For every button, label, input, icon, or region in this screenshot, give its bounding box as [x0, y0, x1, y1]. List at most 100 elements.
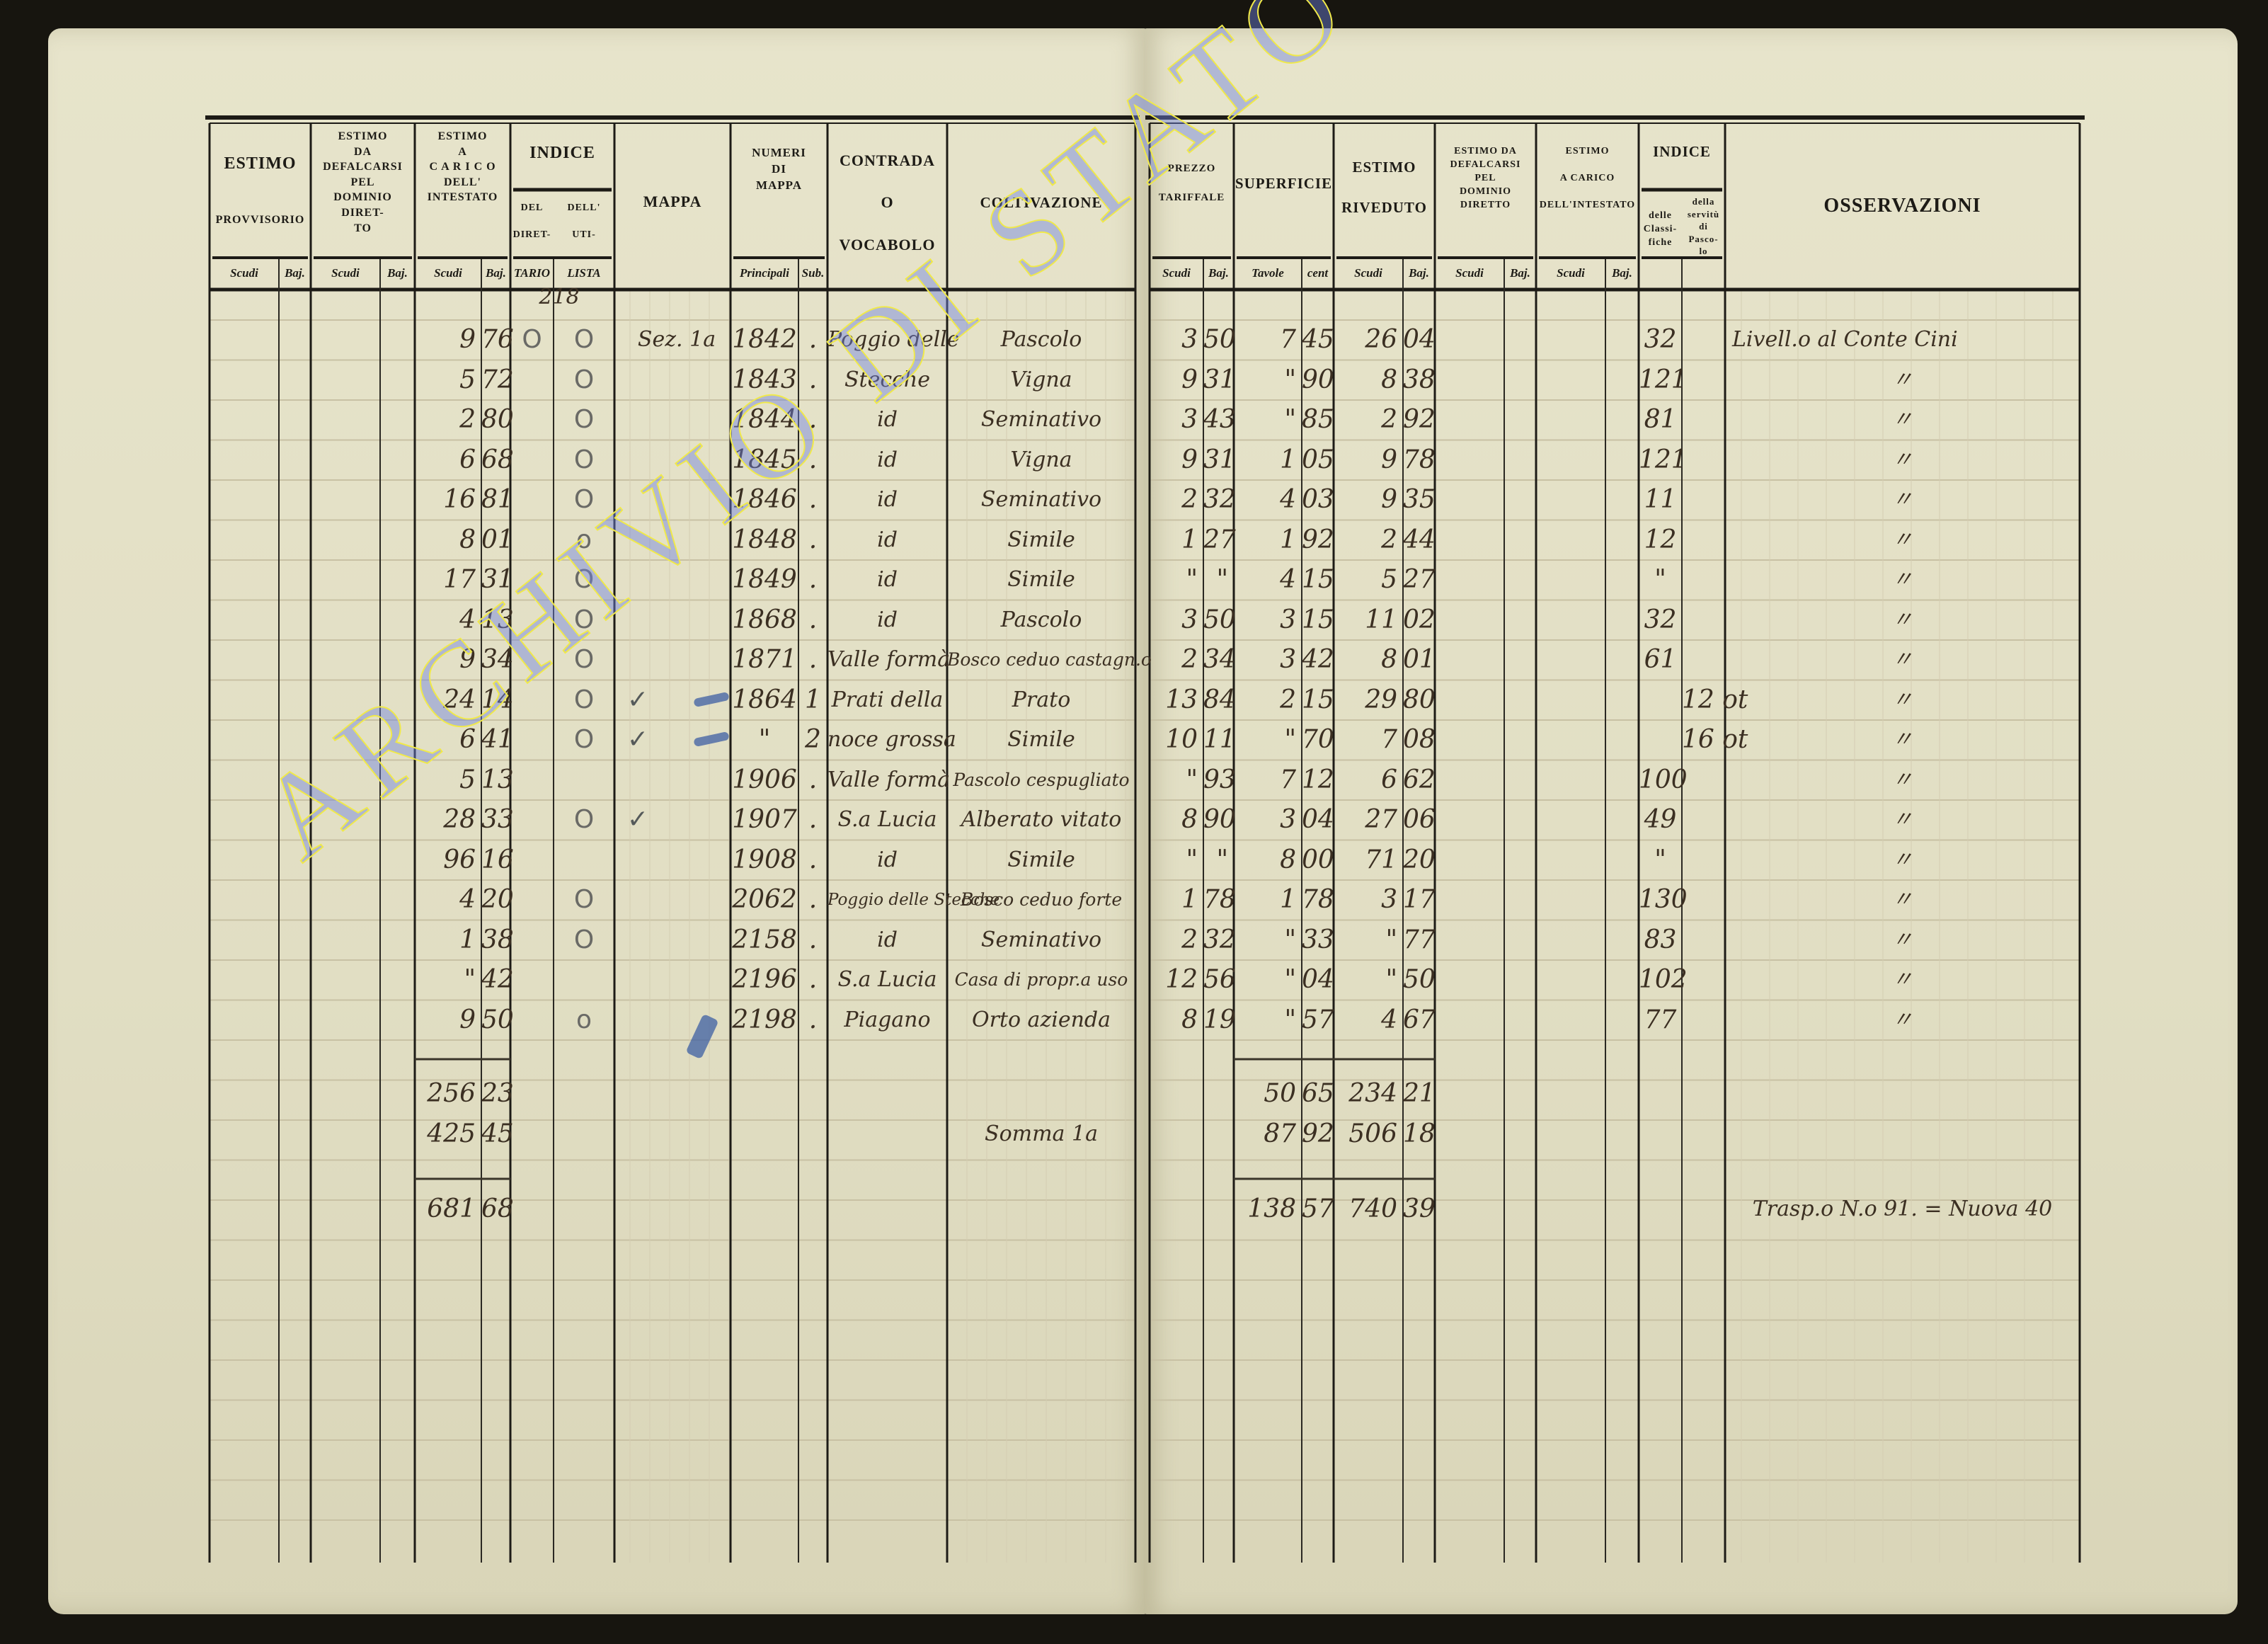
- cell-tavole: ": [1284, 965, 1296, 994]
- cell-prezzo-baj: 78: [1203, 885, 1236, 914]
- cell-prezzo-scudi: ": [1186, 765, 1198, 794]
- cell-coltivazione: Bosco ceduo forte: [960, 889, 1123, 910]
- cell-riveduto-baj: 17: [1403, 885, 1436, 914]
- cell-intestato-scudi: 9: [459, 1005, 476, 1034]
- cell-intestato-scudi: 1: [459, 925, 476, 954]
- cell-intestato-scudi: 17: [443, 565, 476, 594]
- cell-coltivazione: Simile: [1007, 567, 1075, 592]
- cell-sub: .: [808, 1005, 818, 1034]
- cell-osservazioni: 〃: [1891, 567, 1913, 592]
- cell-osservazioni: 〃: [1891, 807, 1913, 832]
- cell-contrada: id: [877, 487, 898, 512]
- subheader-scudi: Scudi: [1162, 266, 1191, 280]
- header-mappa: MAPPA: [643, 193, 702, 210]
- cell-intestato-baj: 68: [481, 445, 514, 474]
- cell-intestato-scudi: 16: [443, 485, 476, 514]
- cell-contrada: Prati della: [831, 687, 944, 712]
- cell-prezzo-scudi: 9: [1181, 365, 1198, 394]
- total-intestato-scudi: 256: [427, 1079, 476, 1108]
- cell-prezzo-baj: 19: [1203, 1005, 1236, 1034]
- subheader-scudi: Scudi: [1354, 266, 1382, 280]
- cell-contrada: Stecche: [844, 367, 931, 392]
- cell-riveduto-baj: 50: [1403, 965, 1436, 994]
- header-superficie: SUPERFICIE: [1235, 175, 1333, 192]
- header-estimo-defalcarsi: ESTIMO DA DEFALCARSI PEL DOMINIO DIRET- …: [323, 130, 403, 234]
- cell-riveduto-baj: 77: [1403, 925, 1436, 954]
- cell-cent: 45: [1302, 325, 1334, 354]
- cell-riveduto-scudi: 27: [1365, 805, 1397, 834]
- cell-coltivazione: Simile: [1007, 847, 1075, 872]
- cell-coltivazione: Alberato vitato: [961, 807, 1122, 832]
- cell-cent: 15: [1302, 565, 1334, 594]
- cell-dell-utilista: O: [573, 685, 595, 714]
- cell-osservazioni: 〃: [1891, 527, 1913, 552]
- cell-classifiche: ": [1654, 845, 1666, 874]
- cell-prezzo-scudi: ": [1186, 845, 1198, 874]
- cell-sub: .: [808, 845, 818, 874]
- cell-prezzo-scudi: 8: [1181, 805, 1198, 834]
- cell-coltivazione: Pascolo: [1000, 327, 1082, 352]
- cell-cent: 42: [1302, 645, 1334, 674]
- header-estimo-defalcarsi-right: ESTIMO DA DEFALCARSI PEL DOMINIO DIRETTO: [1450, 146, 1521, 210]
- cell-riveduto-scudi: 3: [1381, 885, 1397, 914]
- cell-dell-utilista: o: [575, 525, 592, 554]
- cell-prezzo-baj: 90: [1203, 805, 1236, 834]
- cell-osservazioni: 〃: [1891, 727, 1913, 752]
- cell-classifiche: ": [1654, 565, 1666, 594]
- cell-principale: 1868: [732, 605, 797, 634]
- cell-dell-utilista: O: [573, 405, 595, 434]
- subheader-lista: LISTA: [567, 266, 601, 280]
- cell-prezzo-baj: 27: [1203, 525, 1236, 554]
- subheader-tavole: Tavole: [1252, 266, 1284, 280]
- total-riveduto-baj: 39: [1403, 1194, 1436, 1223]
- cell-sub: 1: [805, 685, 821, 714]
- cell-tavole: ": [1284, 725, 1296, 754]
- cell-coltivazione: Simile: [1007, 727, 1075, 752]
- subheader-cent: cent: [1307, 266, 1329, 280]
- header-estimo-riveduto: ESTIMO RIVEDUTO: [1341, 159, 1427, 216]
- cell-principale: 1864: [732, 685, 797, 714]
- total-tavole: 87: [1264, 1119, 1296, 1148]
- cell-contrada: id: [877, 607, 898, 632]
- cell-intestato-baj: 20: [481, 885, 514, 914]
- cell-osservazioni: 〃: [1891, 967, 1913, 992]
- cell-intestato-baj: 13: [481, 605, 514, 634]
- cell-riveduto-baj: 20: [1403, 845, 1436, 874]
- cell-coltivazione: Bosco ceduo castagn.o: [947, 649, 1152, 670]
- cell-intestato-baj: 14: [481, 685, 514, 714]
- cell-contrada: id: [877, 527, 898, 552]
- subheader-baj: Baj.: [1612, 266, 1632, 280]
- cell-tavole: ": [1284, 925, 1296, 954]
- cell-contrada: id: [877, 927, 898, 952]
- cell-contrada: S.a Lucia: [837, 967, 937, 992]
- cell-riveduto-scudi: 11: [1365, 605, 1397, 634]
- cell-classifiche: 32: [1644, 605, 1677, 634]
- header-indice-right: INDICE: [1653, 143, 1711, 160]
- cell-tavole: 8: [1280, 845, 1296, 874]
- cell-cent: 12: [1302, 765, 1334, 794]
- cell-riveduto-scudi: 29: [1365, 685, 1397, 714]
- cell-classifiche: 121: [1639, 365, 1688, 394]
- cell-classifiche: 121: [1639, 445, 1688, 474]
- cell-riveduto-baj: 38: [1403, 365, 1436, 394]
- cell-contrada: Poggio delle: [827, 327, 960, 352]
- cell-prezzo-baj: 32: [1203, 485, 1236, 514]
- subheader-baj: Baj.: [1510, 266, 1530, 280]
- cell-riveduto-baj: 62: [1403, 765, 1436, 794]
- total-osservazioni: Trasp.o N.o 91. = Nuova 40: [1752, 1197, 2053, 1221]
- cell-dell-utilista: O: [573, 925, 595, 954]
- cell-sub: .: [808, 445, 818, 474]
- cell-sub: .: [808, 485, 818, 514]
- total-cent: 65: [1302, 1079, 1334, 1108]
- header-estimo-provvisorio: ESTIMO: [224, 154, 297, 173]
- cell-coltivazione: Seminativo: [980, 487, 1102, 512]
- header-coltivazione: COLTIVAZIONE: [980, 194, 1103, 211]
- cell-cent: 33: [1302, 925, 1334, 954]
- cell-prezzo-scudi: 2: [1181, 485, 1198, 514]
- cell-intestato-scudi: 6: [459, 725, 476, 754]
- cell-prezzo-baj: 31: [1203, 445, 1236, 474]
- cell-riveduto-baj: 35: [1403, 485, 1436, 514]
- subheader-scudi: Scudi: [1557, 266, 1585, 280]
- cell-cent: 57: [1302, 1005, 1334, 1034]
- cell-tavole: 7: [1280, 325, 1296, 354]
